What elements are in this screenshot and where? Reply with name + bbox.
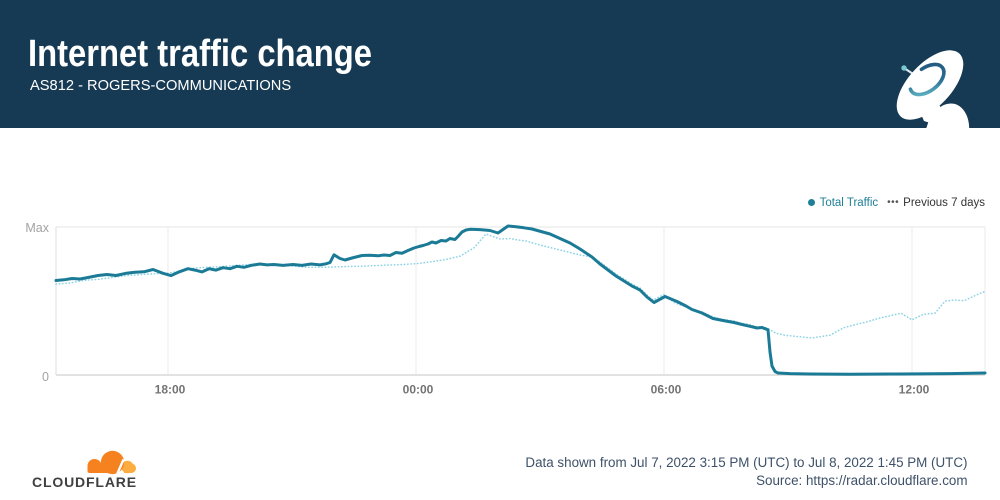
svg-text:0: 0	[42, 370, 49, 384]
svg-text:CLOUDFLARE: CLOUDFLARE	[32, 474, 137, 490]
svg-text:12:00: 12:00	[899, 383, 930, 397]
svg-text:06:00: 06:00	[651, 383, 682, 397]
svg-text:Max: Max	[25, 221, 49, 235]
svg-text:18:00: 18:00	[155, 383, 186, 397]
svg-text:00:00: 00:00	[403, 383, 434, 397]
